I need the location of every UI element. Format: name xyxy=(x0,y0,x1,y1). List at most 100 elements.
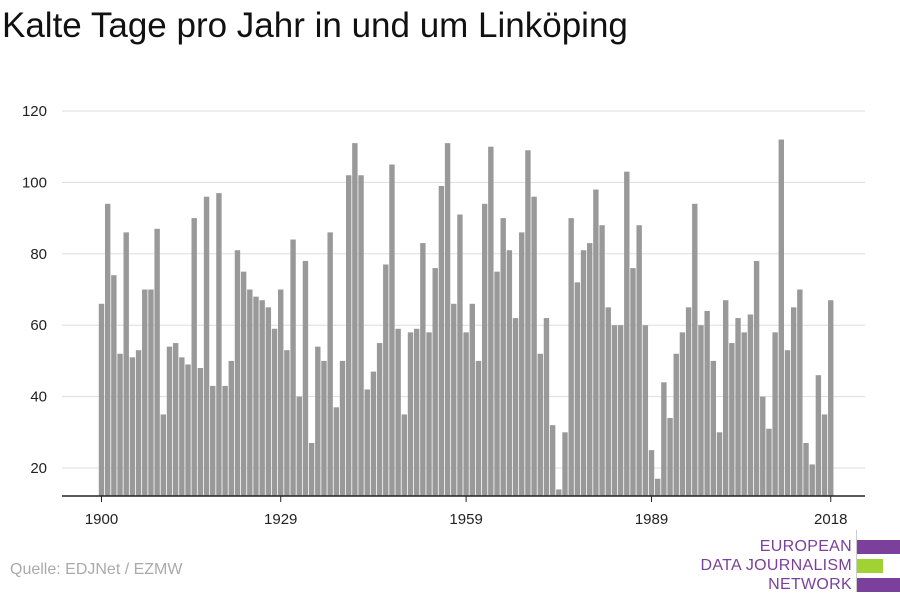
bar-1952 xyxy=(420,243,426,496)
logo-line-2: DATA JOURNALISM xyxy=(700,557,852,574)
bar-1990 xyxy=(655,478,661,496)
bar-1986 xyxy=(630,268,636,496)
bar-1964 xyxy=(494,271,500,496)
bar-1947 xyxy=(389,164,395,497)
bar-1922 xyxy=(234,250,241,496)
bar-1957 xyxy=(451,303,457,496)
bar-1968 xyxy=(519,232,525,496)
bar-1984 xyxy=(617,325,624,496)
bar-1951 xyxy=(413,328,420,496)
bar-1938 xyxy=(333,407,340,496)
bar-1905 xyxy=(129,357,136,496)
logo-bar-purple-top xyxy=(857,540,900,554)
bar-1911 xyxy=(166,346,173,496)
y-tick-label: 20 xyxy=(30,460,47,477)
bar-1991 xyxy=(661,382,667,496)
bar-1999 xyxy=(710,360,717,496)
bar-1972 xyxy=(543,318,550,496)
bar-1929 xyxy=(278,289,284,496)
bar-2016 xyxy=(815,375,822,496)
bar-1902 xyxy=(111,275,117,496)
bar-2004 xyxy=(741,332,747,496)
bar-1988 xyxy=(642,325,649,496)
bar-1981 xyxy=(599,225,605,497)
bar-1910 xyxy=(160,414,166,496)
bar-1961 xyxy=(475,360,482,496)
bar-1978 xyxy=(580,250,587,496)
bar-1939 xyxy=(339,360,346,496)
bar-1950 xyxy=(407,332,414,496)
bar-2018 xyxy=(828,300,834,496)
chart-title: Kalte Tage pro Jahr in und um Linköping xyxy=(2,6,628,45)
bar-1908 xyxy=(148,289,154,496)
bar-1943 xyxy=(364,389,370,496)
bar-2014 xyxy=(803,443,809,496)
bar-1930 xyxy=(284,350,290,496)
bar-1967 xyxy=(512,318,519,496)
bar-2003 xyxy=(735,318,741,496)
bar-1926 xyxy=(259,300,265,496)
bar-1917 xyxy=(203,196,210,496)
bar-1998 xyxy=(704,310,710,496)
bar-1916 xyxy=(197,368,204,496)
bar-2005 xyxy=(747,314,754,496)
bar-1983 xyxy=(611,325,618,496)
x-tick-label: 2018 xyxy=(814,511,847,528)
bar-2007 xyxy=(760,396,766,496)
y-tick-label: 100 xyxy=(22,174,47,191)
bar-1977 xyxy=(574,282,581,496)
bar-1996 xyxy=(692,203,698,496)
bar-1958 xyxy=(457,214,463,496)
bar-1997 xyxy=(698,325,704,496)
bar-1959 xyxy=(463,332,469,496)
bar-1994 xyxy=(679,332,686,496)
y-tick-label: 40 xyxy=(30,389,47,406)
bar-1969 xyxy=(525,150,531,496)
bar-1965 xyxy=(500,218,506,496)
bar-1913 xyxy=(179,357,185,496)
bar-1962 xyxy=(481,203,488,496)
bar-1924 xyxy=(247,289,253,496)
bar-2009 xyxy=(772,332,778,496)
bar-1936 xyxy=(321,360,327,496)
bar-1942 xyxy=(358,175,364,496)
bar-1904 xyxy=(123,232,129,496)
bar-1973 xyxy=(549,425,556,496)
bar-2012 xyxy=(790,307,797,496)
edjnet-logo: EUROPEAN DATA JOURNALISM NETWORK xyxy=(701,530,900,600)
bar-1976 xyxy=(568,218,574,496)
bar-1914 xyxy=(185,364,191,496)
y-tick-label: 80 xyxy=(30,246,47,263)
bar-1993 xyxy=(673,353,679,496)
bar-1903 xyxy=(117,353,123,496)
x-tick-label: 1959 xyxy=(449,511,482,528)
bar-1941 xyxy=(352,143,358,496)
bar-2000 xyxy=(716,432,723,496)
bar-1944 xyxy=(370,371,377,496)
bar-1975 xyxy=(562,432,568,496)
bar-2001 xyxy=(722,300,729,496)
bar-2002 xyxy=(729,343,735,496)
logo-bar-green xyxy=(857,559,883,573)
bar-1979 xyxy=(587,243,593,496)
bar-1915 xyxy=(191,218,197,496)
bar-1949 xyxy=(401,414,408,496)
bar-1989 xyxy=(648,450,655,496)
bar-1940 xyxy=(346,175,352,496)
bar-1937 xyxy=(327,232,333,496)
bar-2006 xyxy=(753,260,760,496)
bar-2015 xyxy=(809,464,815,496)
bar-2008 xyxy=(766,428,772,496)
y-axis-labels: 20 40 60 80 100 120 xyxy=(22,103,47,477)
bar-1927 xyxy=(265,307,272,496)
bar-1923 xyxy=(240,271,247,496)
bar-1918 xyxy=(210,385,216,496)
x-tick-label: 1900 xyxy=(85,511,118,528)
bar-1971 xyxy=(537,353,543,496)
bar-1980 xyxy=(593,189,599,497)
logo-bar-purple-bottom xyxy=(857,578,900,592)
bar-1966 xyxy=(506,250,513,496)
bar-1928 xyxy=(271,328,278,496)
bar-1912 xyxy=(172,343,179,496)
bars xyxy=(98,139,834,497)
